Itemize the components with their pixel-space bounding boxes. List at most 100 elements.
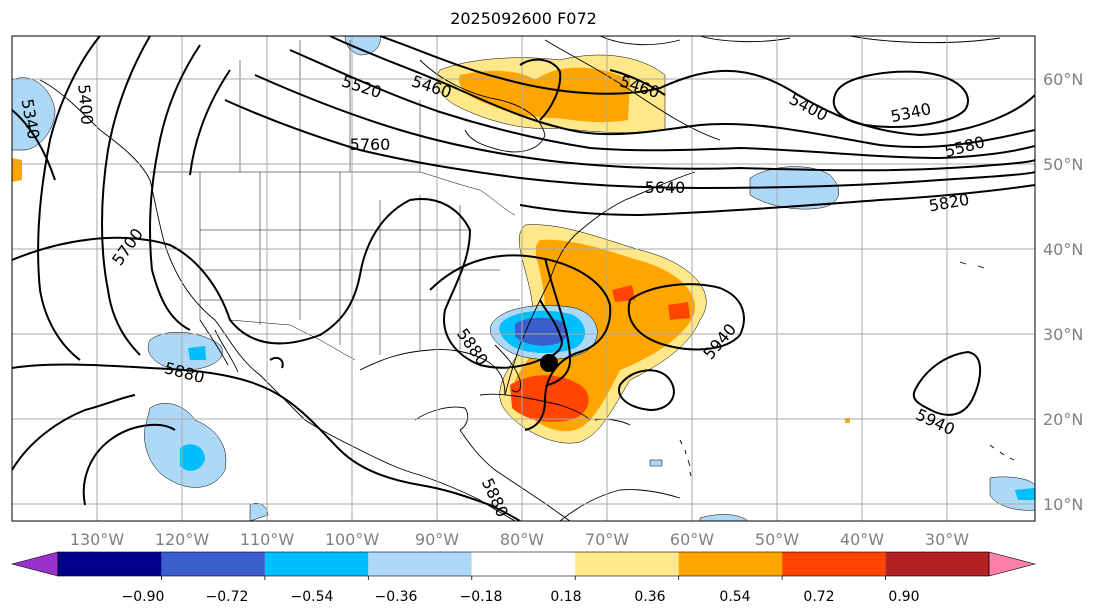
colorbar-segment: [58, 552, 162, 576]
colorbar-tick-label: 0.54: [719, 589, 750, 605]
contour-5880-high: [429, 254, 612, 431]
lon-label: 120°W: [155, 530, 210, 549]
colorbar-segment: [161, 552, 265, 576]
colorbar-segment: [678, 552, 783, 576]
lat-label: 30°N: [1043, 325, 1083, 344]
colorbar-tick-label: −0.18: [460, 589, 503, 605]
cape-verde: [989, 444, 1015, 461]
cold-anomaly-pacific-1-core: [188, 346, 206, 360]
lat-label: 50°N: [1043, 155, 1083, 174]
longitude-labels: 130°W 120°W 110°W 100°W 90°W 80°W 70°W 6…: [70, 530, 969, 549]
labrador-coast: [544, 39, 721, 141]
us-canada-border: [150, 171, 516, 216]
contour-label: 5880: [478, 475, 512, 520]
contour-label: 5820: [927, 190, 970, 216]
yucatan-coast: [414, 406, 469, 431]
cold-anomaly-east-atlantic: [989, 476, 1035, 511]
north-america-coastline: [39, 79, 516, 521]
colorbar-tick-label: 0.36: [634, 589, 665, 605]
colorbar-tick-label: −0.90: [122, 589, 165, 605]
contour-5940-south: [618, 369, 675, 412]
colorbar-segment: [782, 552, 886, 576]
map-title: 2025092600 F072: [450, 9, 597, 28]
cold-anomaly-south: [699, 514, 749, 521]
contour-label: 5400: [74, 83, 96, 125]
contour-5460-canada: [519, 58, 562, 121]
contour-5760: [101, 36, 151, 356]
graticule: [12, 36, 1035, 521]
colorbar-extend-low: [10, 551, 59, 577]
map-frame: [11, 35, 1036, 522]
cold-anomaly-pacific-1: [148, 331, 223, 371]
cold-anomaly-east-atlantic-core: [1015, 488, 1035, 500]
contour-5640: [224, 99, 1035, 190]
contour-5700: [37, 36, 101, 361]
height-contours: [12, 36, 1035, 521]
lat-label: 40°N: [1043, 240, 1083, 259]
contour-5520: [289, 49, 1035, 160]
colorbar-segment: [471, 552, 576, 576]
south-america-coast: [559, 489, 681, 521]
colorbar-segment: [264, 552, 369, 576]
warm-anomaly-core-east2: [668, 302, 690, 320]
colorbar-tick-label: 0.72: [803, 589, 834, 605]
contour-label: 5400: [786, 89, 831, 125]
contour-label: 5880: [453, 325, 492, 369]
lon-label: 90°W: [415, 530, 459, 549]
hispaniola: [594, 418, 631, 426]
lon-label: 60°W: [670, 530, 714, 549]
contour-label: 5520: [339, 71, 384, 102]
contour-pacific-low: [12, 394, 176, 506]
contour-label: 5700: [108, 225, 147, 269]
warm-anomaly-bahamas: [510, 375, 589, 422]
contour-label: 5940: [913, 405, 958, 439]
contour-5940: [627, 283, 745, 351]
warm-anomaly-core-east: [612, 285, 635, 302]
lon-label: 70°W: [585, 530, 629, 549]
lat-label: 60°N: [1043, 70, 1083, 89]
colorbar-ticks: −0.90 −0.72 −0.54 −0.36 −0.18 0.18 0.36 …: [122, 589, 920, 605]
contour-5940-east: [912, 350, 982, 416]
colorbar-tick-label: 0.18: [550, 589, 581, 605]
lon-label: 40°W: [840, 530, 884, 549]
contour-5820b: [12, 69, 231, 181]
colorbar-tick-label: 0.90: [888, 589, 919, 605]
lesser-antilles: [679, 439, 692, 477]
colorbar-segment: [885, 552, 989, 576]
latitude-labels: 60°N 50°N 40°N 30°N 20°N 10°N: [1043, 70, 1083, 514]
warm-anomaly-pacific-edge: [12, 158, 22, 182]
lon-label: 80°W: [500, 530, 544, 549]
colorbar-extend-high: [988, 551, 1037, 577]
storm-center-marker: [540, 354, 558, 372]
hudson-bay: [419, 59, 546, 153]
azores: [959, 261, 985, 269]
contour-5820: [149, 44, 1035, 331]
coastlines: [39, 36, 1015, 521]
contour-5880: [12, 198, 563, 369]
florida-peninsula: [494, 344, 521, 393]
lon-label: 110°W: [240, 530, 295, 549]
contour-5400: [379, 36, 1035, 137]
central-america: [459, 429, 571, 521]
us-mexico-border: [229, 319, 356, 361]
contour-label: 5640: [645, 178, 686, 197]
contour-label: 5340: [889, 99, 933, 126]
contour-5880-tiny: [269, 357, 284, 369]
colorbar-outline: [57, 551, 990, 577]
lon-label: 50°W: [755, 530, 799, 549]
lon-label: 30°W: [925, 530, 969, 549]
lat-label: 10°N: [1043, 495, 1083, 514]
lat-label: 20°N: [1043, 410, 1083, 429]
cold-anomaly-pacific-3: [249, 502, 269, 521]
colorbar-tick-label: −0.54: [291, 589, 334, 605]
us-east-coast: [504, 171, 696, 396]
canada-provinces: [239, 40, 421, 172]
colorbar-tick-label: −0.72: [206, 589, 249, 605]
cold-anomaly-caribbean: [649, 459, 663, 467]
cold-anomaly-pacific-2-core: [180, 444, 205, 471]
colorbar-segment: [368, 552, 472, 576]
gulf-coastline: [359, 349, 506, 396]
contour-5580: [254, 74, 1035, 172]
cuba: [479, 393, 591, 421]
